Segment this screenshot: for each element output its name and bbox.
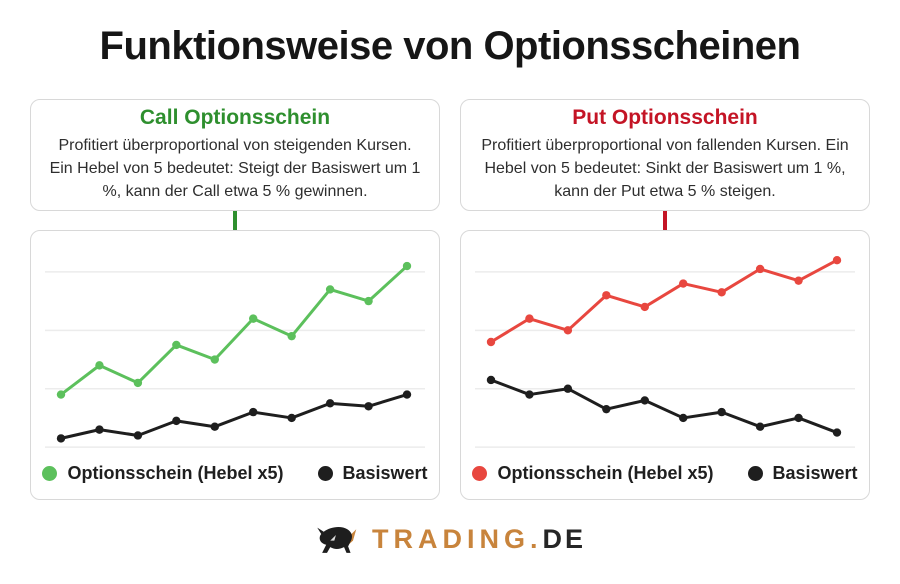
legend-item-basiswert: Basiswert bbox=[317, 462, 428, 484]
legend-label-basiswert: Basiswert bbox=[772, 462, 858, 483]
call-connector-line bbox=[233, 211, 237, 230]
call-chart-legend: Optionsschein (Hebel x5) Basiswert bbox=[31, 453, 439, 499]
call-heading: Call Optionsschein bbox=[139, 106, 331, 130]
put-chart-legend: Optionsschein (Hebel x5) Basiswert bbox=[461, 453, 869, 499]
legend-item-optionsschein: Optionsschein (Hebel x5) bbox=[42, 462, 284, 484]
charts-row: Optionsschein (Hebel x5) Basiswert Optio… bbox=[30, 230, 870, 500]
legend-item-basiswert: Basiswert bbox=[747, 462, 858, 484]
put-description-card: Put Optionsschein Profitiert überproport… bbox=[460, 99, 870, 211]
legend-label-optionsschein: Optionsschein (Hebel x5) bbox=[67, 462, 284, 483]
legend-label-basiswert: Basiswert bbox=[342, 462, 428, 483]
brand-footer: TRADING.DE bbox=[0, 522, 900, 556]
put-line-chart bbox=[461, 231, 869, 453]
call-description-text: Profitiert überproportional von steigend… bbox=[49, 137, 421, 200]
call-chart-card: Optionsschein (Hebel x5) Basiswert bbox=[30, 230, 440, 500]
call-description-card: Call Optionsschein Profitiert überpropor… bbox=[30, 99, 440, 211]
put-heading: Put Optionsschein bbox=[572, 106, 758, 130]
put-description-text: Profitiert überproportional von fallende… bbox=[481, 137, 849, 200]
green-dot-icon bbox=[42, 465, 58, 481]
put-chart-card: Optionsschein (Hebel x5) Basiswert bbox=[460, 230, 870, 500]
red-dot-icon bbox=[472, 465, 488, 481]
connector-row bbox=[30, 211, 870, 230]
legend-label-optionsschein: Optionsschein (Hebel x5) bbox=[497, 462, 714, 483]
description-row: Call Optionsschein Profitiert überpropor… bbox=[30, 99, 870, 211]
legend-item-optionsschein: Optionsschein (Hebel x5) bbox=[472, 462, 714, 484]
bull-logo-icon bbox=[314, 522, 366, 556]
call-line-chart bbox=[31, 231, 439, 453]
brand-name-primary: TRADING. bbox=[371, 523, 543, 554]
page-title: Funktionsweise von Optionsscheinen bbox=[99, 24, 801, 68]
black-dot-icon bbox=[317, 465, 333, 481]
brand-name-secondary: DE bbox=[542, 523, 586, 554]
black-dot-icon bbox=[747, 465, 763, 481]
put-connector-line bbox=[663, 211, 667, 230]
